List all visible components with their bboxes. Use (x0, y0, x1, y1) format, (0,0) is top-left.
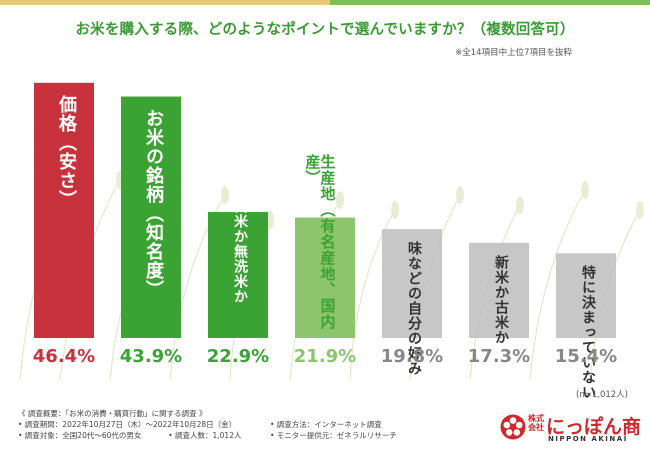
bar-4 (295, 217, 355, 338)
logo-en: NIPPON AKINAI (548, 435, 628, 443)
chart-title: お米を購入する際、どのようなポイントで選んでいますか？（複数回答可） (75, 22, 575, 38)
survey-method: • 調査方法：インターネット調査 (270, 420, 382, 429)
value-label-3: 22.9% (207, 346, 269, 367)
category-label-text: お米の銘柄（知名度） (143, 108, 164, 299)
category-label-text: 特に決まっていない (580, 265, 596, 400)
selection-note: ※全14項目中上位7項目を抜粋 (455, 48, 572, 58)
bar-2 (121, 96, 181, 338)
category-label-text: 新米か古米か (493, 254, 509, 345)
value-label-4: 21.9% (294, 346, 356, 367)
survey-period: • 調査期間：2022年10月27日（木）～2022年10月28日（金） (18, 420, 237, 429)
survey-target-row: • 調査対象：全国20代～60代の男女 • 調査人数：1,012人 (18, 430, 241, 441)
accent-bar-green (330, 0, 650, 5)
category-label-4: 生産地（有名産地、国内産） (303, 153, 337, 330)
accent-bar-gold (0, 0, 330, 5)
value-label-7: 15.4% (555, 346, 617, 367)
logo-name: にっぽん商 (546, 416, 642, 438)
category-label-text: 価格（安さ） (56, 94, 77, 209)
bar-chart: 価格（安さ） 46.4% お米の銘柄（知名度） 43.9% 精白米か無洗米か 22.9% 生… (33, 82, 617, 400)
category-label-2: お米の銘柄（知名度） (143, 108, 164, 299)
survey-footer-right: • 調査方法：インターネット調査 • モニター提供元：ゼネラルリサーチ (270, 419, 397, 441)
bar-6 (469, 242, 529, 338)
bar-1 (34, 82, 94, 338)
bar-7 (556, 253, 616, 338)
value-label-2: 43.9% (120, 346, 182, 367)
bar-3 (208, 212, 268, 338)
survey-target: • 調査対象：全国20代～60代の男女 (18, 431, 142, 440)
value-label-6: 17.3% (468, 346, 530, 367)
sample-size-note: (n=1,012人) (576, 390, 628, 400)
flower-logo-icon (500, 414, 526, 440)
category-label-6: 新米か古米か (493, 254, 509, 345)
category-label-text: 生産地（有名産地、国内産） (303, 153, 337, 330)
bar-5 (382, 229, 442, 338)
survey-provider: • モニター提供元：ゼネラルリサーチ (270, 431, 397, 440)
category-label-1: 価格（安さ） (56, 94, 77, 209)
logo-kabushiki: 株式会社 (528, 414, 544, 432)
value-label-5: 19.8% (381, 346, 443, 367)
category-label-3: 精白米か無洗米か (232, 184, 248, 305)
survey-footer: 《 調査概要：「お米の消費・購買行動」に関する調査 》 • 調査期間：2022年… (18, 408, 241, 441)
value-label-1: 46.4% (33, 346, 95, 367)
category-label-5: 味などの自分の好み (406, 241, 422, 377)
survey-count: • 調査人数：1,012人 (168, 431, 242, 440)
survey-outline: 《 調査概要：「お米の消費・購買行動」に関する調査 》 (18, 409, 207, 418)
top-accent-bar (0, 0, 650, 5)
category-label-7: 特に決まっていない (580, 265, 596, 400)
company-logo: 株式会社 にっぽん商 NIPPON AKINAI (500, 410, 650, 446)
category-label-text: 味などの自分の好み (406, 241, 422, 377)
category-label-text: 精白米か無洗米か (232, 184, 248, 305)
